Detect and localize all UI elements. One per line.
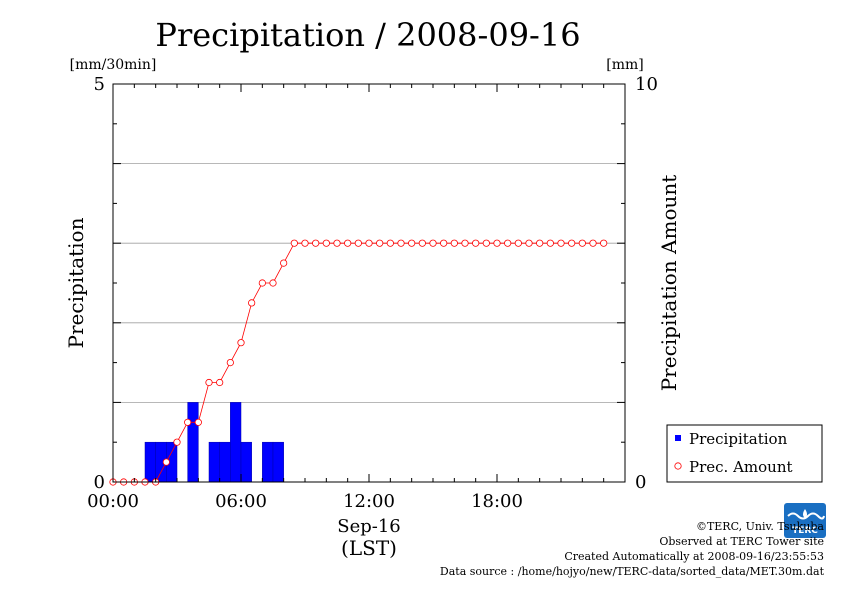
prec-amount-point-6 — [173, 438, 181, 446]
precipitation-bar-9 — [208, 441, 220, 483]
prec-amount-point-9 — [205, 378, 213, 387]
right-axis-ticks: 0 10 — [617, 74, 658, 493]
prec-amount-point-42 — [557, 239, 565, 247]
footer-copyright: ©TERC, Univ. Tsukuba — [695, 520, 824, 533]
precipitation-bar-7 — [187, 402, 199, 483]
left-tick-label-1: 5 — [94, 74, 105, 95]
x-tick-label-0: 00:00 — [87, 491, 139, 512]
prec-amount-point-7 — [184, 418, 192, 426]
left-tick-label-0: 0 — [94, 472, 105, 493]
prec-amount-point-27 — [397, 239, 405, 247]
prec-amount-point-8 — [194, 418, 202, 426]
prec-amount-point-37 — [504, 239, 512, 247]
prec-amount-point-40 — [536, 239, 544, 247]
prec-amount-point-43 — [568, 239, 576, 247]
prec-amount-point-11 — [226, 358, 234, 367]
prec-amount-point-36 — [493, 239, 501, 247]
prec-amount-point-20 — [322, 239, 330, 247]
prec-amount-point-35 — [482, 239, 490, 247]
x-axis-zone-label: (LST) — [341, 536, 397, 560]
prec-amount-point-17 — [290, 239, 298, 247]
prec-amount-point-39 — [525, 239, 533, 247]
precipitation-bar-11 — [230, 402, 242, 483]
precipitation-bars — [144, 402, 284, 483]
prec-amount-point-25 — [376, 239, 384, 247]
terc-logo-icon — [784, 503, 826, 538]
precipitation-bar-3 — [144, 441, 156, 483]
footer-site: Observed at TERC Tower site — [659, 535, 824, 548]
prec-amount-point-14 — [258, 279, 266, 287]
prec-amount-point-15 — [269, 279, 277, 287]
chart-title: Precipitation / 2008-09-16 — [155, 16, 580, 54]
prec-amount-point-18 — [301, 239, 309, 247]
footer-created: Created Automatically at 2008-09-16/23:5… — [564, 550, 824, 563]
prec-amount-point-31 — [440, 239, 448, 247]
right-axis-label: Precipitation Amount — [657, 175, 681, 392]
right-axis-unit: [mm] — [606, 57, 643, 73]
legend-amount-label: Prec. Amount — [689, 458, 793, 476]
legend: Precipitation Prec. Amount — [666, 424, 823, 483]
legend-amount-swatch — [674, 462, 682, 470]
terc-logo: TERC — [784, 503, 826, 538]
footer-source: Data source : /home/hojyo/new/TERC-data/… — [439, 565, 824, 578]
prec-amount-point-12 — [237, 339, 245, 347]
prec-amount-point-21 — [333, 239, 341, 247]
x-tick-label-3: 18:00 — [471, 491, 523, 512]
legend-box — [666, 424, 823, 483]
prec-amount-polyline — [113, 242, 604, 483]
prec-amount-point-13 — [248, 299, 256, 307]
prec-amount-point-10 — [216, 378, 224, 387]
precipitation-bar-15 — [272, 441, 284, 483]
x-axis-date-label: Sep-16 — [337, 516, 401, 537]
legend-precipitation-label: Precipitation — [689, 430, 788, 448]
prec-amount-point-30 — [429, 239, 437, 247]
x-tick-label-2: 12:00 — [343, 491, 395, 512]
left-axis-label: Precipitation — [64, 217, 88, 348]
prec-amount-point-46 — [600, 239, 608, 247]
prec-amount-point-34 — [472, 239, 480, 247]
logo-waves-icon — [787, 512, 825, 520]
prec-amount-point-33 — [461, 239, 469, 247]
prec-amount-line — [109, 239, 608, 486]
right-tick-label-1: 10 — [635, 74, 658, 95]
prec-amount-point-19 — [312, 239, 320, 247]
prec-amount-point-32 — [450, 239, 458, 247]
x-axis-ticks: 00:00 06:00 12:00 18:00 — [87, 84, 626, 512]
left-axis-ticks: 05 — [94, 74, 121, 493]
prec-amount-point-29 — [418, 239, 426, 247]
precipitation-bar-10 — [219, 441, 231, 483]
footer: ©TERC, Univ. Tsukuba Observed at TERC To… — [440, 519, 824, 579]
logo-text: TERC — [792, 526, 818, 536]
prec-amount-point-44 — [578, 239, 586, 247]
logo-drop-icon — [803, 509, 807, 518]
precipitation-bar-12 — [240, 441, 252, 483]
right-tick-label-0: 0 — [635, 472, 646, 493]
prec-amount-point-26 — [386, 239, 394, 247]
prec-amount-point-41 — [546, 239, 554, 247]
gridlines — [113, 163, 625, 403]
prec-amount-point-5 — [162, 458, 170, 466]
left-axis-unit: [mm/30min] — [70, 57, 157, 73]
prec-amount-point-45 — [589, 239, 597, 247]
prec-amount-point-24 — [365, 239, 373, 247]
precipitation-bar-14 — [262, 441, 274, 483]
prec-amount-point-23 — [354, 239, 362, 247]
prec-amount-point-16 — [280, 259, 288, 267]
prec-amount-point-28 — [408, 239, 416, 247]
prec-amount-point-22 — [344, 239, 352, 247]
prec-amount-point-38 — [514, 239, 522, 247]
x-tick-label-1: 06:00 — [215, 491, 267, 512]
legend-precipitation-swatch — [675, 435, 681, 441]
